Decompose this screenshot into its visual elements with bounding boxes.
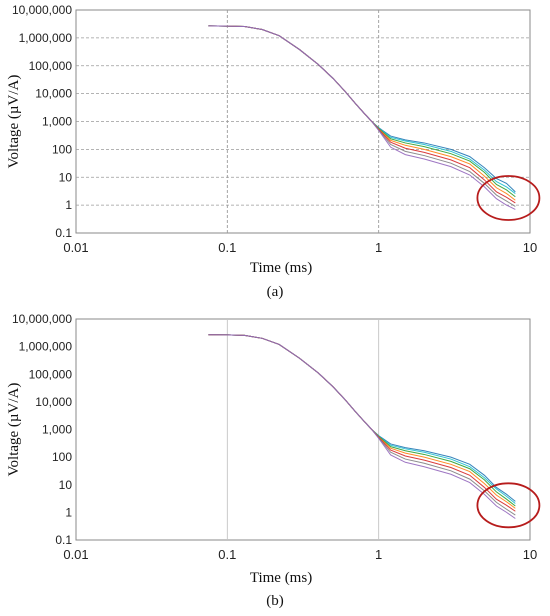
- x-tick-label: 10: [523, 240, 537, 255]
- chart-panel-a: 0.1 1 10 100 1,000 10,000 100,000 1,000,000 10,0…: [6, 3, 541, 300]
- y-tick-label: 10,000: [35, 395, 72, 409]
- x-tick-label: 1: [375, 547, 382, 562]
- y-tick-label: 1: [65, 505, 72, 519]
- chart-panel-b: 0.1 1 10 100 1,000 10,000 100,000 1,000,000 10,0…: [6, 312, 541, 609]
- series-line-1: [208, 25, 516, 193]
- y-tick-label: 100,000: [29, 59, 73, 73]
- series-line-2: [208, 25, 516, 194]
- y-tick-label: 1,000,000: [19, 340, 73, 354]
- y-tick-label: 0.1: [55, 533, 72, 547]
- series-line-5: [208, 25, 516, 204]
- y-tick-label: 1: [65, 198, 72, 212]
- series-line-4: [208, 25, 516, 201]
- y-tick-label: 10,000,000: [12, 312, 72, 326]
- x-tick-label: 0.01: [63, 547, 88, 562]
- highlight-ellipse: [476, 175, 541, 221]
- y-axis-title: Voltage (µV/A): [6, 75, 22, 169]
- y-tick-label: 1,000: [42, 115, 72, 129]
- series-line-3: [208, 334, 516, 507]
- y-tick-label: 100: [52, 142, 72, 156]
- series-line-7: [208, 334, 516, 519]
- y-tick-label: 0.1: [55, 226, 72, 240]
- series-line-1: [208, 334, 516, 502]
- x-tick-label: 1: [375, 240, 382, 255]
- plot-frame: [75, 318, 531, 541]
- series-line-6: [208, 25, 516, 207]
- panel-label: (a): [267, 284, 284, 300]
- y-axis-title: Voltage (µV/A): [6, 383, 22, 477]
- y-tick-label: 10,000: [35, 87, 72, 101]
- x-tick-label: 0.01: [63, 240, 88, 255]
- y-tick-label: 10: [59, 170, 73, 184]
- highlight-ellipse: [476, 482, 541, 529]
- series-line-6: [208, 334, 516, 516]
- x-tick-label: 0.1: [218, 547, 236, 562]
- series-line-7: [208, 25, 516, 210]
- y-tick-label: 100: [52, 450, 72, 464]
- x-tick-label: 10: [523, 547, 537, 562]
- y-tick-label: 10: [59, 478, 73, 492]
- x-axis-title: Time (ms): [250, 570, 312, 586]
- x-axis-title: Time (ms): [250, 260, 312, 276]
- y-tick-label: 100,000: [29, 367, 73, 381]
- y-tick-label: 10,000,000: [12, 3, 72, 17]
- series-line-5: [208, 334, 516, 512]
- x-tick-label: 0.1: [218, 240, 236, 255]
- y-tick-label: 1,000,000: [19, 31, 73, 45]
- panel-label: (b): [266, 593, 284, 609]
- y-tick-label: 1,000: [42, 423, 72, 437]
